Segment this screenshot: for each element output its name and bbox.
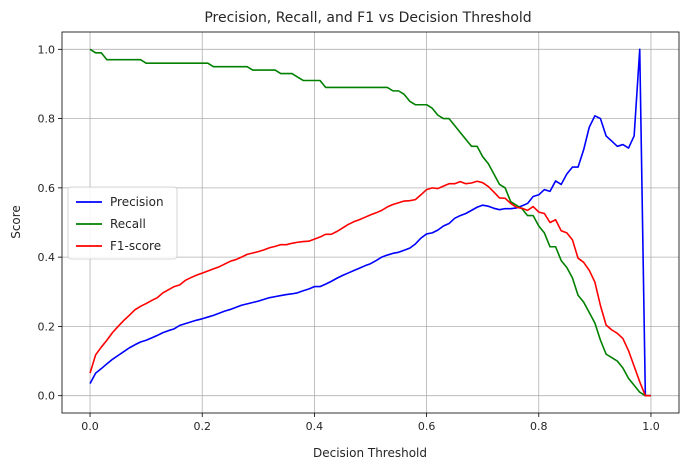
y-axis-label: Score [9,205,23,239]
x-tick-label: 0.8 [530,420,548,433]
series-line-precision [89,48,651,397]
y-axis-ticks: 0.0 0.2 0.4 0.6 0.8 1.0 [38,43,62,403]
x-tick-label: 0.0 [81,420,99,433]
y-tick-label: 0.2 [38,320,56,333]
y-tick-label: 0.4 [38,251,56,264]
y-tick-label: 0.0 [38,390,56,403]
legend: Precision Recall F1-score [67,186,178,260]
chart-title: Precision, Recall, and F1 vs Decision Th… [204,10,531,26]
x-axis-label: Decision Threshold [313,446,427,460]
x-tick-label: 0.4 [306,420,324,433]
x-axis-ticks: 0.0 0.2 0.4 0.6 0.8 1.0 [81,413,660,433]
x-tick-label: 0.2 [193,420,211,433]
y-tick-label: 0.8 [38,113,56,126]
y-tick-label: 1.0 [38,43,56,56]
x-tick-label: 0.6 [418,420,436,433]
x-tick-label: 1.0 [642,420,660,433]
y-tick-label: 0.6 [38,182,56,195]
legend-label-recall: Recall [110,217,146,231]
series-line-recall [89,48,651,397]
plot-area-frame [61,31,680,414]
series-lines [89,48,651,397]
series-line-f1-score [89,180,651,397]
legend-box [67,186,178,260]
legend-label-precision: Precision [110,195,164,209]
legend-label-f1-score: F1-score [110,239,161,253]
